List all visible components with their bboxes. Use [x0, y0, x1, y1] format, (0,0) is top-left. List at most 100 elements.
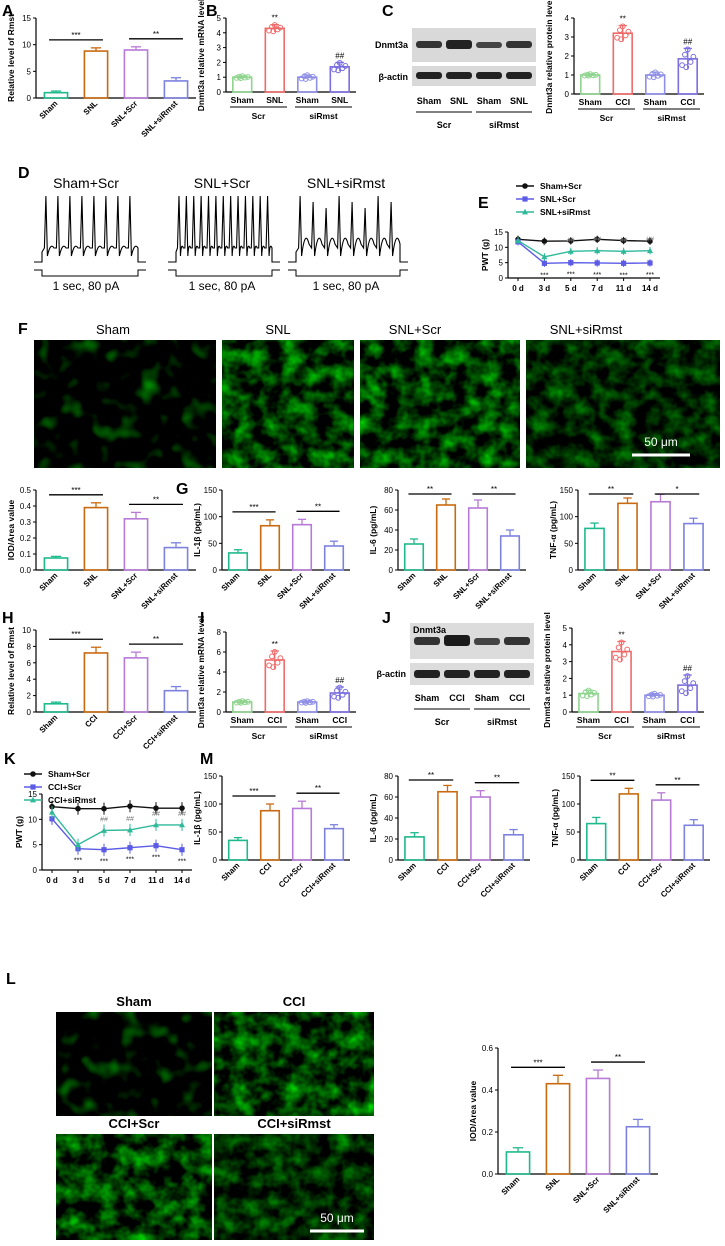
y-axis-label: IL-1β (pg/mL) — [192, 791, 202, 845]
significance-label: ** — [609, 771, 615, 780]
x-tick-label: 11 d — [616, 284, 632, 293]
data-point — [269, 653, 275, 660]
x-tick-label: 5 d — [98, 876, 110, 885]
y-tick-label: 2 — [27, 692, 32, 701]
data-point — [650, 74, 657, 81]
group-label: Scr — [252, 731, 266, 741]
microscopy-row-f: Sham SNL SNL+Scr SNL+siRmst 50 μm — [34, 322, 720, 468]
x-tick-label: SNL+Scr — [634, 571, 664, 601]
data-point — [270, 28, 277, 35]
bar — [437, 790, 458, 861]
data-point — [342, 63, 349, 69]
x-tick-label: CCI+Scr — [636, 861, 665, 890]
x-tick-label: CCI+Scr — [455, 861, 484, 890]
y-axis-label: IL-6 (pg/mL) — [368, 506, 378, 555]
chart-k: 0 5 10 15 PWT (g) 0 d 3 d 5 d 7 d 11 d 14 d Sham+Sc… — [14, 769, 192, 885]
data-point — [650, 693, 656, 700]
data-point — [617, 27, 623, 34]
data-point — [541, 260, 547, 266]
significance-label: ** — [494, 774, 500, 783]
y-tick-label: 0 — [571, 856, 576, 865]
image-l-label-4: CCI+siRmst — [257, 1116, 331, 1131]
y-tick-label: 150 — [204, 486, 218, 495]
y-tick-label: 15 — [22, 14, 31, 23]
significance-label: ## — [152, 811, 160, 818]
data-point — [310, 698, 316, 705]
legend-marker — [30, 771, 36, 777]
y-tick-label: 60 — [384, 506, 393, 515]
y-tick-label: 100 — [560, 513, 574, 522]
significance-label: *** — [533, 1058, 542, 1067]
significance-label: ** — [272, 640, 278, 649]
x-tick-label: SNL+siRmst — [140, 99, 180, 139]
significance-label: ** — [491, 485, 497, 494]
y-tick-label: 80 — [384, 486, 393, 495]
stim-label-1: 1 sec, 80 pA — [53, 279, 120, 293]
data-point — [585, 687, 592, 694]
bar — [227, 839, 249, 861]
data-point — [101, 805, 107, 812]
data-point — [233, 75, 240, 81]
data-point — [298, 699, 305, 706]
data-point — [615, 644, 622, 651]
data-point — [245, 698, 251, 705]
data-point — [647, 260, 653, 266]
bar — [43, 557, 69, 571]
y-tick-label: 0.6 — [482, 1044, 494, 1053]
significance-label: ## — [335, 51, 344, 60]
significance-label: *** — [74, 858, 82, 865]
x-tick-label: SNL — [613, 571, 631, 589]
data-point — [237, 699, 244, 706]
significance-label: ** — [315, 502, 321, 511]
series-line — [517, 241, 651, 264]
significance-label: ** — [153, 30, 159, 39]
data-point — [684, 46, 691, 53]
data-point — [593, 71, 599, 78]
x-tick-label: 7 d — [124, 876, 136, 885]
legend-label: Sham+Scr — [540, 181, 583, 191]
y-tick-label: 150 — [204, 772, 218, 781]
y-axis-label: IL-1β (pg/mL) — [192, 503, 202, 557]
data-point — [153, 843, 159, 849]
data-point — [101, 827, 107, 833]
x-tick-label: SNL — [82, 571, 100, 589]
data-point — [335, 67, 342, 74]
x-tick-label: CCI — [680, 715, 695, 725]
significance-label: *** — [71, 486, 80, 495]
y-axis-label: Dnmt3a relative mRNA level — [196, 616, 206, 729]
significance-label: *** — [620, 272, 628, 279]
bar — [503, 833, 524, 861]
y-tick-label: 0 — [33, 866, 38, 875]
chart-i: 0 2 4 6 8 Dnmt3a relative mRNA level Sham CCI **… — [196, 616, 356, 741]
legend-label: CCI+Scr — [48, 782, 82, 792]
y-tick-label: 3 — [565, 33, 570, 42]
blot-j-group-1: Scr — [435, 717, 450, 727]
significance-label: *** — [646, 272, 654, 279]
y-tick-label: 100 — [204, 513, 218, 522]
panel-label-m: M — [200, 751, 213, 768]
x-tick-label: CCI+siRmst — [299, 861, 338, 900]
y-axis-label: PWT (g) — [480, 239, 490, 271]
stimulus-trace — [288, 269, 408, 277]
data-point — [594, 260, 600, 266]
data-point — [658, 71, 664, 78]
chart-m-il6: 0 20 40 60 80 IL-6 (pg/mL) Sham CCI CCI+ScrCCI+s… — [368, 771, 530, 899]
data-point — [587, 71, 594, 78]
data-point — [647, 247, 653, 254]
x-tick-label: Sham — [577, 715, 601, 725]
y-tick-label: 0 — [389, 856, 394, 865]
y-tick-label: 0 — [499, 274, 504, 283]
y-tick-label: 8 — [217, 628, 222, 637]
blot-j-lane-2: CCI — [449, 693, 465, 703]
chart-b: 0 1 2 3 4 5 Dnmt3a relative mRNA level Sham SNL *… — [196, 0, 356, 121]
microscopy-grid-l: Sham CCI CCI+Scr CCI+siRmst 50 μm — [56, 994, 374, 1240]
bar — [545, 1082, 571, 1175]
data-point — [127, 845, 133, 851]
y-tick-label: 2 — [565, 52, 570, 61]
data-point — [336, 59, 343, 66]
significance-label: ** — [615, 1053, 621, 1062]
y-tick-label: 20 — [384, 546, 393, 555]
data-point — [239, 698, 246, 704]
bar — [505, 1151, 531, 1175]
data-point — [274, 659, 281, 666]
